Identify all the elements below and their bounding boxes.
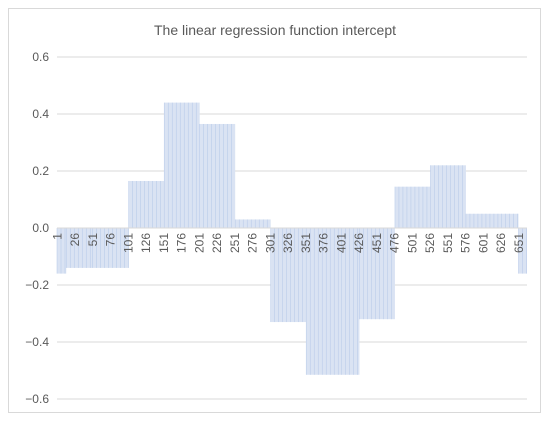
- x-tick-label: 151: [157, 233, 171, 253]
- x-tick-label: 201: [192, 233, 206, 253]
- x-tick-label: 401: [334, 233, 348, 253]
- x-tick-label: 601: [476, 233, 490, 253]
- bar-segment: [465, 213, 502, 228]
- y-tick-label: −0.4: [25, 335, 49, 349]
- bar-segment: [305, 228, 342, 375]
- x-tick-label: 351: [299, 233, 313, 253]
- y-axis: 0.6 0.4 0.2 0.0 −0.2 −0.4 −0.6: [25, 50, 49, 406]
- x-tick-label: 326: [281, 233, 295, 253]
- x-tick-label: 26: [68, 233, 82, 247]
- x-tick-label: 576: [459, 233, 473, 253]
- x-tick-label: 426: [352, 233, 366, 253]
- y-tick-label: −0.2: [25, 278, 49, 292]
- y-tick-label: 0.2: [32, 164, 49, 178]
- x-tick-label: 551: [441, 233, 455, 253]
- y-tick-label: 0.4: [32, 107, 49, 121]
- chart-svg: The linear regression function intercept…: [25, 22, 527, 406]
- bar-segment: [65, 228, 93, 268]
- x-tick-label: 476: [388, 233, 402, 253]
- bar-segment: [234, 219, 271, 228]
- bar-segment: [128, 180, 165, 228]
- y-tick-label: −0.6: [25, 392, 49, 406]
- bar-segment: [518, 228, 527, 274]
- x-tick-label: 651: [512, 233, 526, 253]
- bar-segment: [56, 228, 67, 274]
- bar-segment: [501, 213, 519, 228]
- x-tick-label: 501: [405, 233, 419, 253]
- x-tick-label: 226: [210, 233, 224, 253]
- x-tick-label: 126: [139, 233, 153, 253]
- y-tick-label: 0.0: [32, 221, 49, 235]
- bar-segment: [199, 123, 236, 228]
- x-tick-label: 451: [370, 233, 384, 253]
- x-tick-label: 301: [263, 233, 277, 253]
- x-tick-label: 101: [121, 233, 135, 253]
- bar-segment: [341, 228, 360, 375]
- bar-segment: [270, 228, 307, 323]
- x-tick-label: 251: [228, 233, 242, 253]
- x-axis: 1 26 51 76 101 126 151 176 201 226 251 276 301 326 351…: [50, 227, 527, 253]
- x-tick-label: 176: [175, 233, 189, 253]
- x-tick-label: 626: [494, 233, 508, 253]
- chart-frame: The linear regression function intercept…: [8, 8, 541, 413]
- bar-segment: [430, 165, 466, 228]
- x-tick-label: 1: [50, 233, 64, 240]
- x-tick-label: 376: [317, 233, 331, 253]
- x-tick-label: 51: [86, 233, 100, 247]
- bars: [56, 102, 527, 375]
- y-tick-label: 0.6: [32, 50, 49, 64]
- chart-title: The linear regression function intercept: [154, 22, 396, 38]
- x-tick-label: 276: [246, 233, 260, 253]
- bar-segment: [359, 228, 395, 320]
- bar-segment: [394, 186, 431, 228]
- bar-segment: [163, 102, 200, 228]
- x-tick-label: 526: [423, 233, 437, 253]
- bar-segment: [92, 228, 129, 268]
- x-tick-label: 76: [104, 233, 118, 247]
